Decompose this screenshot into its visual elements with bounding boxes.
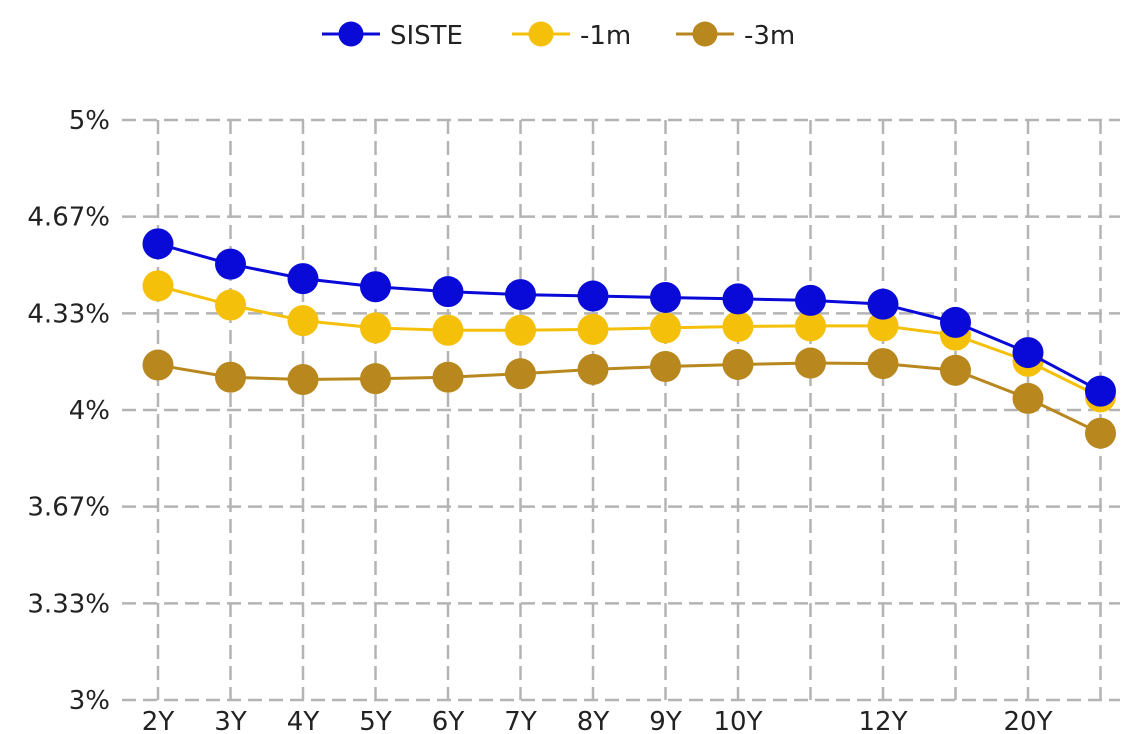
data-point	[722, 348, 754, 380]
data-point	[505, 279, 536, 311]
data-point	[722, 310, 754, 342]
x-tick-label: 9Y	[649, 707, 682, 734]
data-point	[360, 312, 391, 344]
data-point	[215, 289, 246, 321]
data-point	[867, 288, 899, 320]
x-tick-label: 6Y	[432, 707, 465, 734]
legend-marker	[528, 21, 554, 47]
data-point	[1085, 375, 1116, 407]
data-point	[1012, 337, 1044, 369]
series-siste	[142, 228, 1116, 407]
data-point	[360, 363, 391, 395]
legend: SISTE -1m -3m	[322, 21, 795, 51]
series-minus-3m	[142, 347, 1116, 449]
data-point	[505, 314, 536, 346]
legend-marker	[338, 21, 364, 47]
data-point	[867, 348, 899, 380]
x-tick-label: 2Y	[142, 707, 175, 734]
series-layer	[142, 228, 1116, 449]
x-tick-label: 7Y	[504, 707, 537, 734]
x-tick-label: 4Y	[287, 707, 320, 734]
legend-item: SISTE	[322, 21, 463, 51]
data-point	[577, 280, 609, 312]
data-point	[215, 248, 246, 280]
data-point	[1085, 417, 1116, 449]
data-point	[722, 283, 754, 315]
y-tick-label: 4%	[69, 396, 110, 426]
data-point	[577, 353, 609, 385]
data-point	[287, 263, 319, 295]
data-point	[940, 354, 971, 386]
data-point	[795, 347, 826, 379]
y-tick-label: 5%	[69, 106, 110, 136]
data-point	[287, 305, 319, 337]
data-point	[650, 351, 681, 382]
legend-label: SISTE	[390, 21, 463, 51]
data-point	[142, 349, 174, 381]
data-point	[650, 281, 681, 313]
legend-item: -3m	[676, 21, 795, 51]
data-point	[795, 284, 826, 316]
y-tick-label: 3.67%	[27, 493, 110, 523]
data-point	[432, 361, 464, 393]
data-point	[1012, 382, 1044, 414]
legend-item: -1m	[512, 21, 631, 51]
data-point	[432, 276, 464, 308]
data-point	[940, 306, 971, 338]
data-point	[287, 364, 319, 396]
x-tick-label: 12Y	[859, 707, 908, 734]
data-point	[650, 312, 681, 344]
y-tick-label: 3.33%	[27, 589, 110, 619]
data-point	[142, 270, 174, 302]
x-tick-label: 10Y	[714, 707, 763, 734]
y-tick-label: 4.67%	[27, 203, 110, 233]
data-point	[432, 314, 464, 346]
data-point	[360, 271, 391, 303]
data-point	[142, 228, 174, 260]
data-point	[505, 358, 536, 390]
series-minus-1m	[142, 270, 1116, 413]
y-tick-label: 4.33%	[27, 299, 110, 329]
data-point	[577, 313, 609, 345]
data-point	[867, 310, 899, 342]
legend-marker	[692, 21, 718, 47]
data-point	[795, 310, 826, 342]
y-tick-label: 3%	[69, 686, 110, 716]
legend-label: -1m	[580, 21, 631, 51]
x-axis-ticks: 2Y 3Y 4Y 5Y 6Y 7Y 8Y 9Y 10Y 12Y 20Y	[142, 707, 1053, 734]
y-axis-ticks: 3% 3.33% 3.67% 4% 4.33% 4.67% 5%	[27, 106, 110, 716]
x-tick-label: 5Y	[359, 707, 392, 734]
grid	[122, 118, 1120, 702]
x-tick-label: 8Y	[577, 707, 610, 734]
x-tick-label: 3Y	[214, 707, 247, 734]
data-point	[215, 361, 246, 393]
legend-label: -3m	[744, 21, 795, 51]
x-tick-label: 20Y	[1004, 707, 1053, 734]
